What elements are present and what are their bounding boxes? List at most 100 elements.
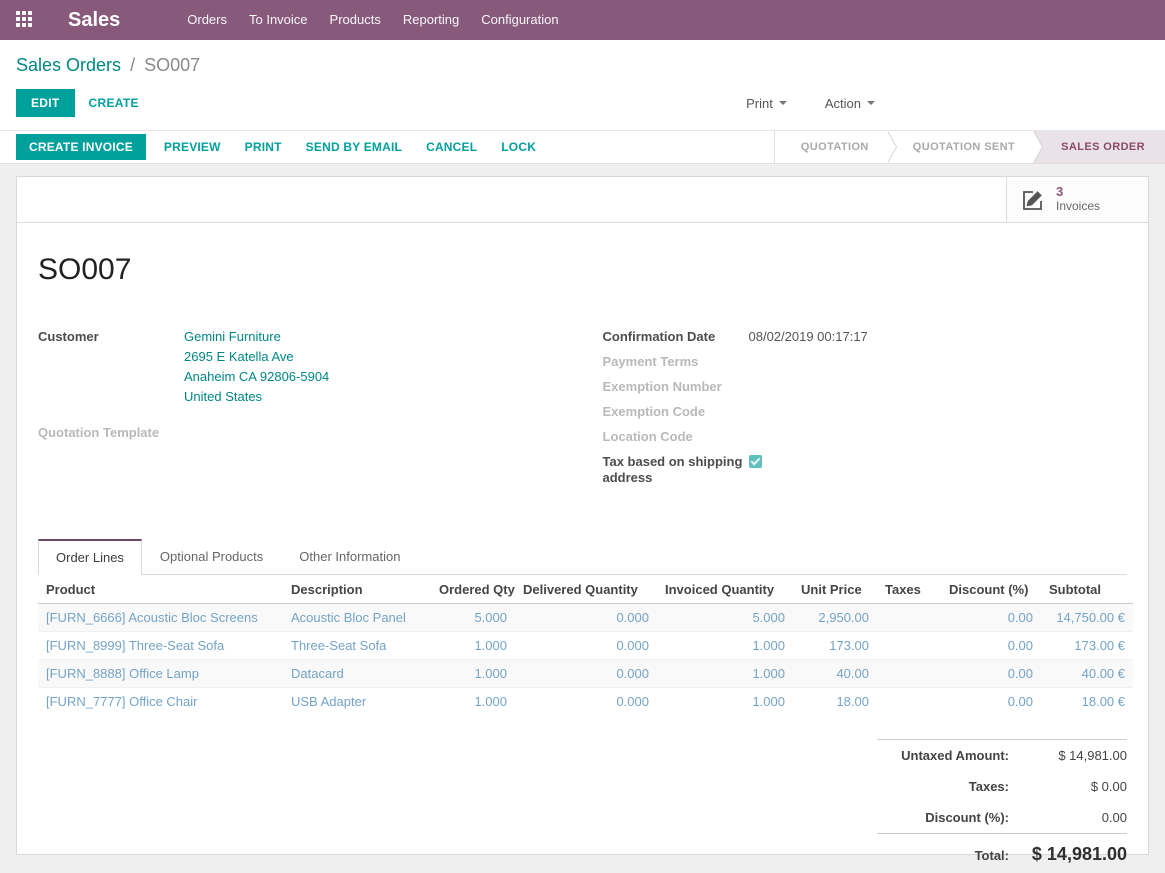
location-code-label: Location Code bbox=[602, 429, 693, 444]
payment-terms-field: Payment Terms bbox=[603, 354, 1084, 370]
invoiced-qty-cell[interactable]: 1.000 bbox=[752, 694, 785, 709]
unit-price-cell[interactable]: 173.00 bbox=[829, 638, 869, 653]
delivered-qty-cell[interactable]: 0.000 bbox=[616, 610, 649, 625]
customer-name-link[interactable]: Gemini Furniture bbox=[184, 329, 281, 344]
record-title: SO007 bbox=[38, 253, 132, 286]
customer-street[interactable]: 2695 E Katella Ave bbox=[184, 349, 294, 364]
subtotal-cell[interactable]: 173.00 € bbox=[1074, 638, 1125, 653]
col-header-taxes: Taxes bbox=[877, 575, 941, 604]
customer-field: Customer Gemini Furniture 2695 E Katella… bbox=[38, 329, 583, 409]
order-line-row[interactable]: [FURN_8888] Office Lamp Datacard 1.000 0… bbox=[38, 659, 1133, 688]
subtotal-cell[interactable]: 18.00 € bbox=[1081, 694, 1125, 709]
action-dropdown[interactable]: Action bbox=[819, 95, 881, 112]
exemption-code-field: Exemption Code bbox=[603, 404, 1084, 420]
create-invoice-button[interactable]: CREATE INVOICE bbox=[16, 134, 146, 160]
print-dropdown[interactable]: Print bbox=[740, 95, 793, 112]
customer-city[interactable]: Anaheim CA 92806-5904 bbox=[184, 369, 330, 384]
description-cell[interactable]: Datacard bbox=[291, 666, 344, 681]
col-header-discount: Discount (%) bbox=[941, 575, 1041, 604]
nav-menu-reporting[interactable]: Reporting bbox=[402, 12, 460, 27]
control-panel-buttons: EDIT CREATE Print Action bbox=[16, 89, 1149, 117]
subtotal-cell[interactable]: 40.00 € bbox=[1081, 666, 1125, 681]
tab-optional-products[interactable]: Optional Products bbox=[159, 549, 264, 564]
preview-button[interactable]: PREVIEW bbox=[152, 134, 233, 160]
ordered-qty-cell[interactable]: 1.000 bbox=[474, 638, 507, 653]
discount-cell[interactable]: 0.00 bbox=[1007, 610, 1033, 625]
delivered-qty-cell[interactable]: 0.000 bbox=[616, 694, 649, 709]
create-button[interactable]: CREATE bbox=[75, 89, 153, 117]
untaxed-amount-row: Untaxed Amount: $ 14,981.00 bbox=[877, 739, 1127, 771]
stage-quotation[interactable]: QUOTATION bbox=[774, 131, 897, 163]
taxes-cell[interactable] bbox=[877, 688, 941, 716]
invoiced-qty-cell[interactable]: 1.000 bbox=[752, 666, 785, 681]
taxes-cell[interactable] bbox=[877, 604, 941, 632]
delivered-qty-cell[interactable]: 0.000 bbox=[616, 666, 649, 681]
discount-cell[interactable]: 0.00 bbox=[1007, 694, 1033, 709]
delivered-qty-cell[interactable]: 0.000 bbox=[616, 638, 649, 653]
order-line-row[interactable]: [FURN_8999] Three-Seat Sofa Three-Seat S… bbox=[38, 631, 1133, 660]
tab-other-information[interactable]: Other Information bbox=[299, 549, 401, 564]
order-line-row[interactable]: [FURN_6666] Acoustic Bloc Screens Acoust… bbox=[38, 603, 1133, 632]
send-by-email-button[interactable]: SEND BY EMAIL bbox=[294, 134, 414, 160]
exemption-number-label: Exemption Number bbox=[602, 379, 722, 394]
apps-grid-icon[interactable] bbox=[16, 11, 34, 29]
total-label: Total: bbox=[974, 848, 1009, 863]
lock-button[interactable]: LOCK bbox=[489, 134, 548, 160]
nav-menu-orders[interactable]: Orders bbox=[187, 12, 227, 27]
nav-menus: Orders To Invoice Products Reporting Con… bbox=[176, 0, 569, 40]
top-navbar: Sales Orders To Invoice Products Reporti… bbox=[0, 0, 1165, 40]
quotation-template-label: Quotation Template bbox=[38, 425, 160, 440]
product-cell[interactable]: [FURN_8999] Three-Seat Sofa bbox=[46, 638, 225, 653]
invoices-smart-button[interactable]: 3 Invoices bbox=[1006, 177, 1148, 222]
taxes-cell[interactable] bbox=[877, 632, 941, 660]
stage-indicator: QUOTATION QUOTATION SENT SALES ORDER bbox=[773, 131, 1165, 163]
nav-menu-to-invoice[interactable]: To Invoice bbox=[249, 12, 308, 27]
invoices-label: Invoices bbox=[1056, 199, 1101, 214]
unit-price-cell[interactable]: 18.00 bbox=[836, 694, 869, 709]
breadcrumb-separator: / bbox=[130, 55, 136, 75]
cancel-button[interactable]: CANCEL bbox=[414, 134, 489, 160]
form-content: SO007 Customer Gemini Furniture 2695 E K… bbox=[17, 223, 1148, 873]
invoiced-qty-cell[interactable]: 1.000 bbox=[752, 638, 785, 653]
edit-button[interactable]: EDIT bbox=[16, 89, 75, 117]
col-header-unit-price: Unit Price bbox=[793, 575, 877, 604]
exemption-number-field: Exemption Number bbox=[603, 379, 1084, 395]
breadcrumb-sales-orders-link[interactable]: Sales Orders bbox=[16, 55, 122, 75]
caret-down-icon bbox=[778, 101, 787, 105]
product-cell[interactable]: [FURN_6666] Acoustic Bloc Screens bbox=[46, 610, 258, 625]
stage-quotation-sent[interactable]: QUOTATION SENT bbox=[886, 131, 1044, 163]
description-cell[interactable]: Three-Seat Sofa bbox=[291, 638, 387, 653]
description-cell[interactable]: Acoustic Bloc Panel bbox=[291, 610, 406, 625]
ordered-qty-cell[interactable]: 1.000 bbox=[474, 666, 507, 681]
stage-sales-order[interactable]: SALES ORDER bbox=[1033, 131, 1165, 163]
confirmation-date-field: Confirmation Date 08/02/2019 00:17:17 bbox=[603, 329, 1084, 345]
status-bar: CREATE INVOICE PREVIEW PRINT SEND BY EMA… bbox=[0, 130, 1165, 164]
col-header-delivered-quantity: Delivered Quantity bbox=[515, 575, 657, 604]
caret-down-icon bbox=[867, 101, 875, 105]
unit-price-cell[interactable]: 40.00 bbox=[836, 666, 869, 681]
notebook-tabs: Order Lines Optional Products Other Info… bbox=[38, 539, 1127, 575]
subtotal-cell[interactable]: 14,750.00 € bbox=[1056, 610, 1125, 625]
description-cell[interactable]: USB Adapter bbox=[291, 694, 367, 709]
action-dropdown-label: Action bbox=[824, 95, 861, 111]
unit-price-cell[interactable]: 2,950.00 bbox=[818, 610, 869, 625]
ordered-qty-cell[interactable]: 5.000 bbox=[474, 610, 507, 625]
location-code-field: Location Code bbox=[603, 429, 1084, 445]
discount-cell[interactable]: 0.00 bbox=[1007, 666, 1033, 681]
product-cell[interactable]: [FURN_8888] Office Lamp bbox=[46, 666, 199, 681]
print-button[interactable]: PRINT bbox=[233, 134, 294, 160]
ordered-qty-cell[interactable]: 1.000 bbox=[474, 694, 507, 709]
app-name[interactable]: Sales bbox=[68, 8, 121, 31]
taxes-cell[interactable] bbox=[877, 660, 941, 688]
nav-menu-configuration[interactable]: Configuration bbox=[481, 12, 559, 27]
tax-shipping-checkbox[interactable] bbox=[748, 455, 762, 468]
order-line-row[interactable]: [FURN_7777] Office Chair USB Adapter 1.0… bbox=[38, 687, 1133, 716]
customer-address: Gemini Furniture 2695 E Katella Ave Anah… bbox=[184, 329, 329, 409]
invoiced-qty-cell[interactable]: 5.000 bbox=[752, 610, 785, 625]
table-header-row: Product Description Ordered Qty Delivere… bbox=[38, 575, 1133, 604]
product-cell[interactable]: [FURN_7777] Office Chair bbox=[46, 694, 198, 709]
customer-country[interactable]: United States bbox=[184, 389, 263, 404]
tab-order-lines[interactable]: Order Lines bbox=[38, 539, 142, 575]
nav-menu-products[interactable]: Products bbox=[329, 12, 381, 27]
discount-cell[interactable]: 0.00 bbox=[1007, 638, 1033, 653]
